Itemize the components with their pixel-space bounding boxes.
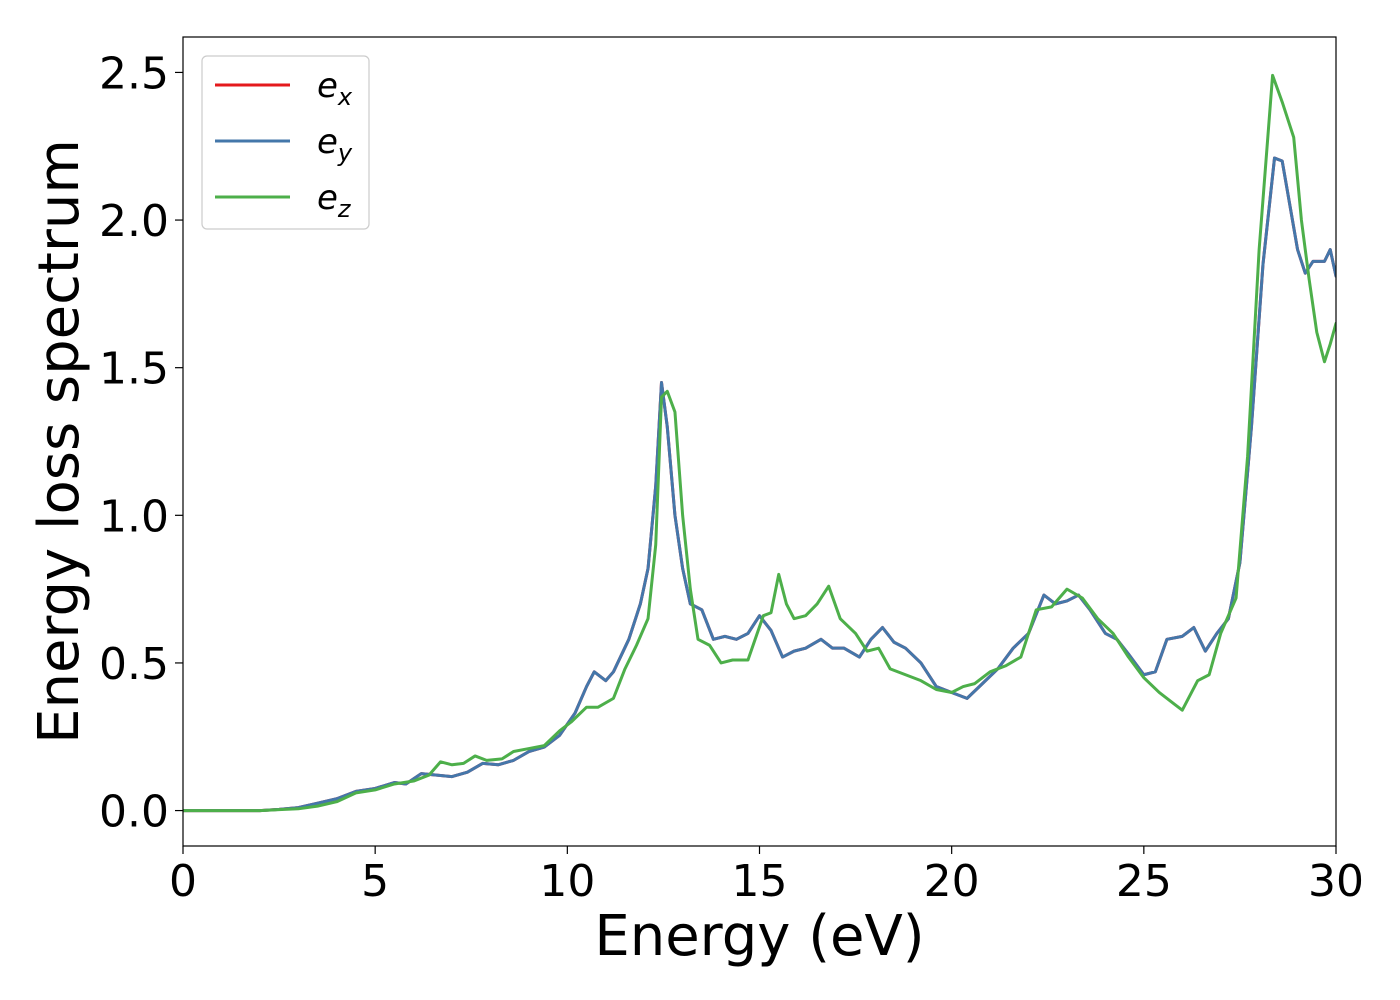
x-tick-label: 5: [361, 856, 389, 907]
legend-label-x: ex: [317, 66, 353, 111]
y-tick-label: 2.5: [99, 48, 169, 99]
x-tick-label: 0: [169, 856, 197, 907]
y-tick-label: 0.0: [99, 787, 169, 838]
y-tick-label: 1.5: [99, 344, 169, 395]
legend-label-z: ez: [317, 178, 352, 223]
x-tick-label: 20: [924, 856, 980, 907]
x-tick-label: 30: [1308, 856, 1364, 907]
y-axis-title: Energy loss spectrum: [27, 139, 92, 744]
x-axis-title: Energy (eV): [594, 904, 924, 969]
x-tick-label: 15: [732, 856, 788, 907]
y-tick-label: 2.0: [99, 196, 169, 247]
series-layer: [183, 73, 1336, 813]
x-tick-label: 25: [1116, 856, 1172, 907]
series-line-z: [183, 73, 1336, 813]
y-tick-label: 0.5: [99, 639, 169, 690]
x-tick-label: 10: [539, 856, 595, 907]
y-axis: 0.0 0.5 1.0 1.5 2.0 2.5: [99, 48, 183, 838]
legend-label-y: ey: [317, 122, 353, 167]
x-axis: 0 5 10 15 20 25 30: [169, 846, 1364, 907]
legend: ex ey ez: [201, 55, 370, 230]
series-line-y: [183, 156, 1336, 813]
y-tick-label: 1.0: [99, 491, 169, 542]
